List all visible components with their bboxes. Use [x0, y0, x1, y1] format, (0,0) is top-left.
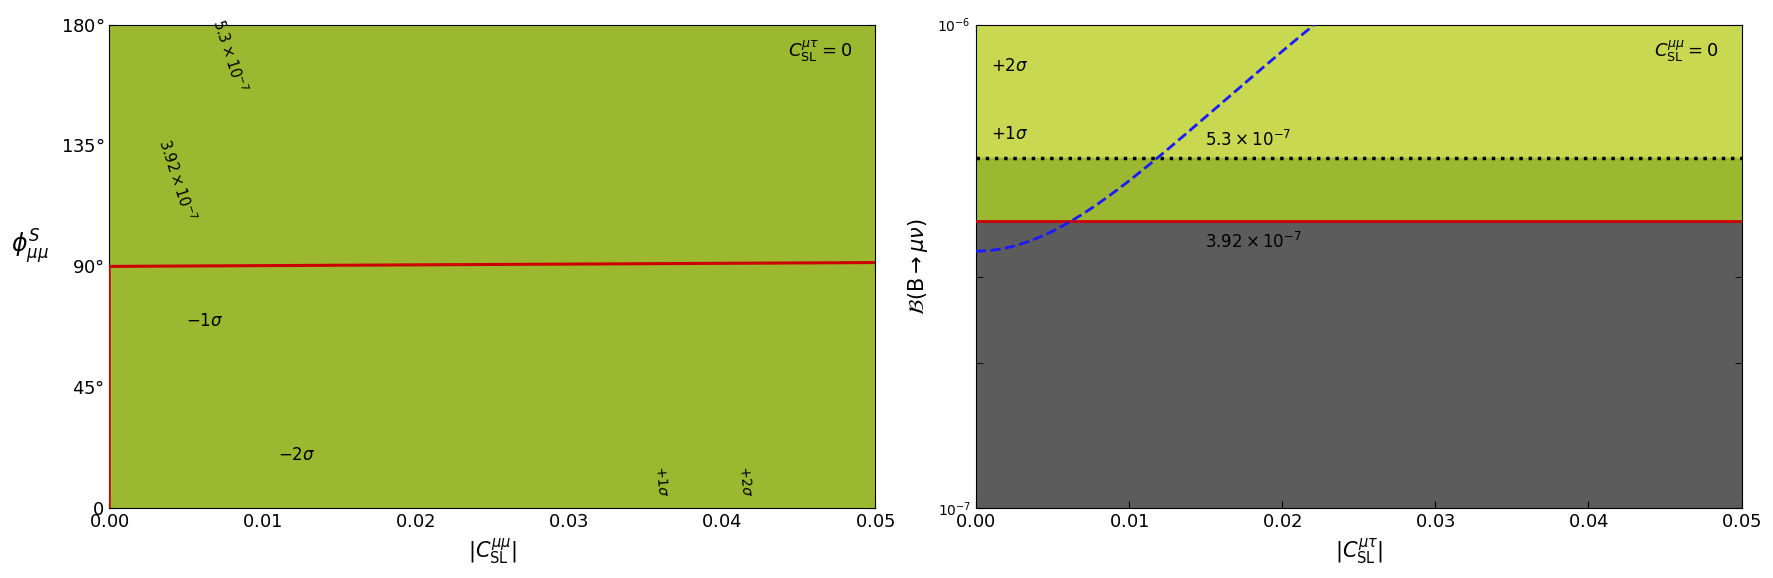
Text: $+2\sigma$: $+2\sigma$	[991, 57, 1028, 75]
Text: $5.3\times 10^{-7}$: $5.3\times 10^{-7}$	[209, 17, 250, 95]
Bar	[975, 158, 1741, 221]
Text: $5.3\times 10^{-7}$: $5.3\times 10^{-7}$	[1206, 130, 1293, 150]
Text: $-1\sigma$: $-1\sigma$	[186, 312, 223, 329]
Text: $C_{\mathrm{SL}}^{\mu\tau}=0$: $C_{\mathrm{SL}}^{\mu\tau}=0$	[787, 39, 853, 64]
Text: $-2\sigma$: $-2\sigma$	[278, 446, 316, 464]
X-axis label: $|C_{\mathrm{SL}}^{\mu\tau}|$: $|C_{\mathrm{SL}}^{\mu\tau}|$	[1335, 537, 1383, 567]
Text: $+1\sigma$: $+1\sigma$	[991, 125, 1028, 143]
Text: $C_{\mathrm{SL}}^{\mu\mu}=0$: $C_{\mathrm{SL}}^{\mu\mu}=0$	[1654, 39, 1718, 64]
Text: $3.92\times 10^{-7}$: $3.92\times 10^{-7}$	[156, 137, 199, 224]
Bar	[975, 24, 1741, 158]
Y-axis label: $\mathcal{B}(\mathrm{B}\to\mu\nu)$: $\mathcal{B}(\mathrm{B}\to\mu\nu)$	[906, 218, 931, 314]
Text: $+1\sigma$: $+1\sigma$	[652, 465, 670, 498]
Text: $+2\sigma$: $+2\sigma$	[738, 465, 754, 498]
X-axis label: $|C_{\mathrm{SL}}^{\mu\mu}|$: $|C_{\mathrm{SL}}^{\mu\mu}|$	[468, 537, 516, 567]
Y-axis label: $\phi^S_{\mu\mu}$: $\phi^S_{\mu\mu}$	[11, 228, 50, 266]
Text: $3.92\times 10^{-7}$: $3.92\times 10^{-7}$	[1206, 232, 1301, 252]
